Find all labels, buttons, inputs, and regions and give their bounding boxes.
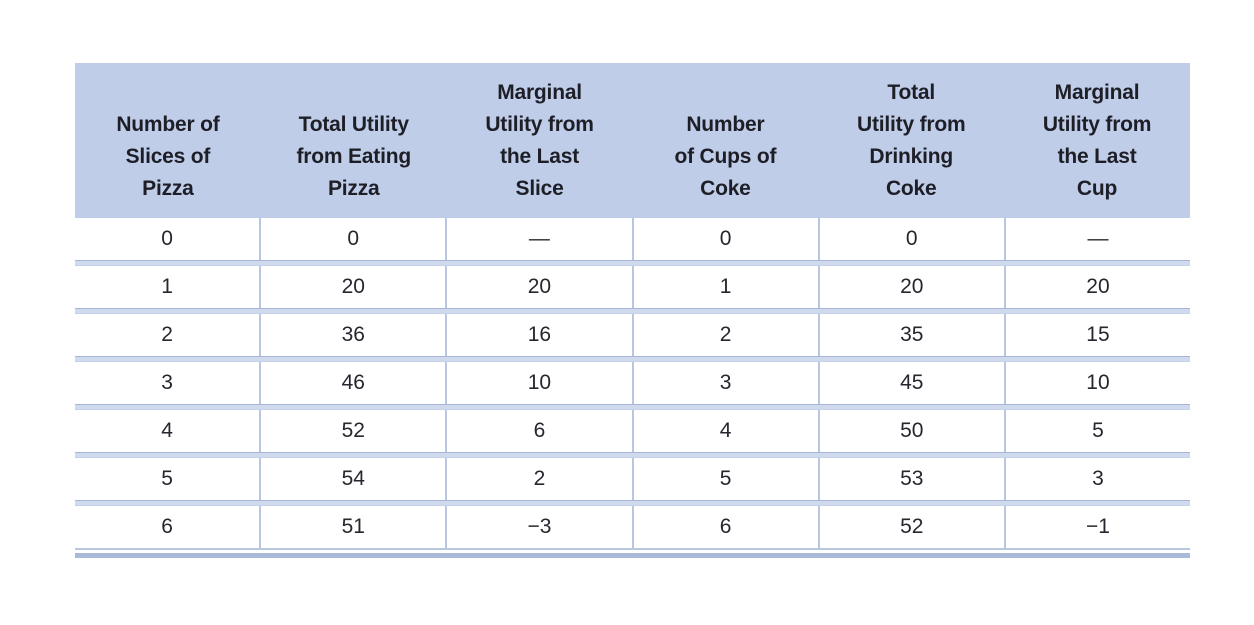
table-cell: 20 (1086, 275, 1110, 298)
table-row: 0 0 — 0 0 — (75, 218, 1190, 260)
table-cell: 0 (820, 218, 1006, 260)
row-separator (75, 404, 1190, 410)
table-cell: 2 (447, 458, 634, 500)
table-cell: 5 (75, 458, 262, 500)
table-cell: 20 (261, 266, 448, 308)
row-separator (75, 452, 1190, 458)
column-header-total-utility-pizza: Total Utility from Eating Pizza (296, 113, 412, 200)
table-cell: 2 (634, 314, 820, 356)
table-cell: 6 (634, 506, 820, 548)
table-cell: 20 (447, 266, 634, 308)
table-cell: 10 (1086, 371, 1110, 394)
table-cell: 53 (820, 458, 1006, 500)
table-cell: 15 (1086, 323, 1110, 346)
column-header-marginal-utility-slice: Marginal Utility from the Last Slice (485, 81, 594, 200)
row-separator (75, 500, 1190, 506)
utility-table: Number of Slices of Pizza Total Utility … (75, 63, 1190, 558)
table-cell: — (447, 218, 634, 260)
table-cell: 1 (75, 266, 262, 308)
table-header-row: Number of Slices of Pizza Total Utility … (75, 63, 1190, 218)
table-cell: −1 (1085, 515, 1110, 538)
table-cell: 46 (261, 362, 448, 404)
table-cell: 54 (261, 458, 448, 500)
table-cell: 4 (634, 410, 820, 452)
table-bottom-rule (75, 548, 1190, 558)
row-separator (75, 308, 1190, 314)
table-cell: 0 (634, 218, 820, 260)
table-row: 5 54 2 5 53 3 (75, 458, 1190, 500)
row-separator (75, 260, 1190, 266)
table-row: 2 36 16 2 35 15 (75, 314, 1190, 356)
table-cell: 6 (447, 410, 634, 452)
table-cell: 5 (634, 458, 820, 500)
table-cell: 36 (261, 314, 448, 356)
table-cell: 1 (634, 266, 820, 308)
table-cell: 35 (820, 314, 1006, 356)
table-cell: 10 (447, 362, 634, 404)
table-cell: 51 (261, 506, 448, 548)
table-row: 6 51 −3 6 52 −1 (75, 506, 1190, 548)
table-cell: — (1087, 227, 1109, 250)
table-cell: 0 (261, 218, 448, 260)
table-cell: 45 (820, 362, 1006, 404)
table-cell: 6 (75, 506, 262, 548)
table-cell: 52 (261, 410, 448, 452)
table-row: 4 52 6 4 50 5 (75, 410, 1190, 452)
table-cell: 16 (447, 314, 634, 356)
table-body: 0 0 — 0 0 — 1 20 20 1 20 20 2 36 16 2 35… (75, 218, 1190, 548)
table-cell: 52 (820, 506, 1006, 548)
column-header-marginal-utility-cup: Marginal Utility from the Last Cup (1042, 81, 1152, 200)
table-row: 3 46 10 3 45 10 (75, 362, 1190, 404)
table-cell: 20 (820, 266, 1006, 308)
table-cell: 2 (75, 314, 262, 356)
table-cell: 3 (75, 362, 262, 404)
column-header-slices-of-pizza: Number of Slices of Pizza (116, 113, 220, 200)
table-cell: 5 (1092, 419, 1104, 442)
table-cell: 3 (634, 362, 820, 404)
table-cell: 4 (75, 410, 262, 452)
table-cell: 3 (1092, 467, 1104, 490)
column-header-total-utility-coke: Total Utility from Drinking Coke (857, 81, 966, 200)
table-row: 1 20 20 1 20 20 (75, 266, 1190, 308)
column-header-cups-of-coke: Number of Cups of Coke (674, 113, 777, 200)
table-cell: −3 (447, 506, 634, 548)
row-separator (75, 356, 1190, 362)
table-cell: 50 (820, 410, 1006, 452)
table-cell: 0 (75, 218, 262, 260)
